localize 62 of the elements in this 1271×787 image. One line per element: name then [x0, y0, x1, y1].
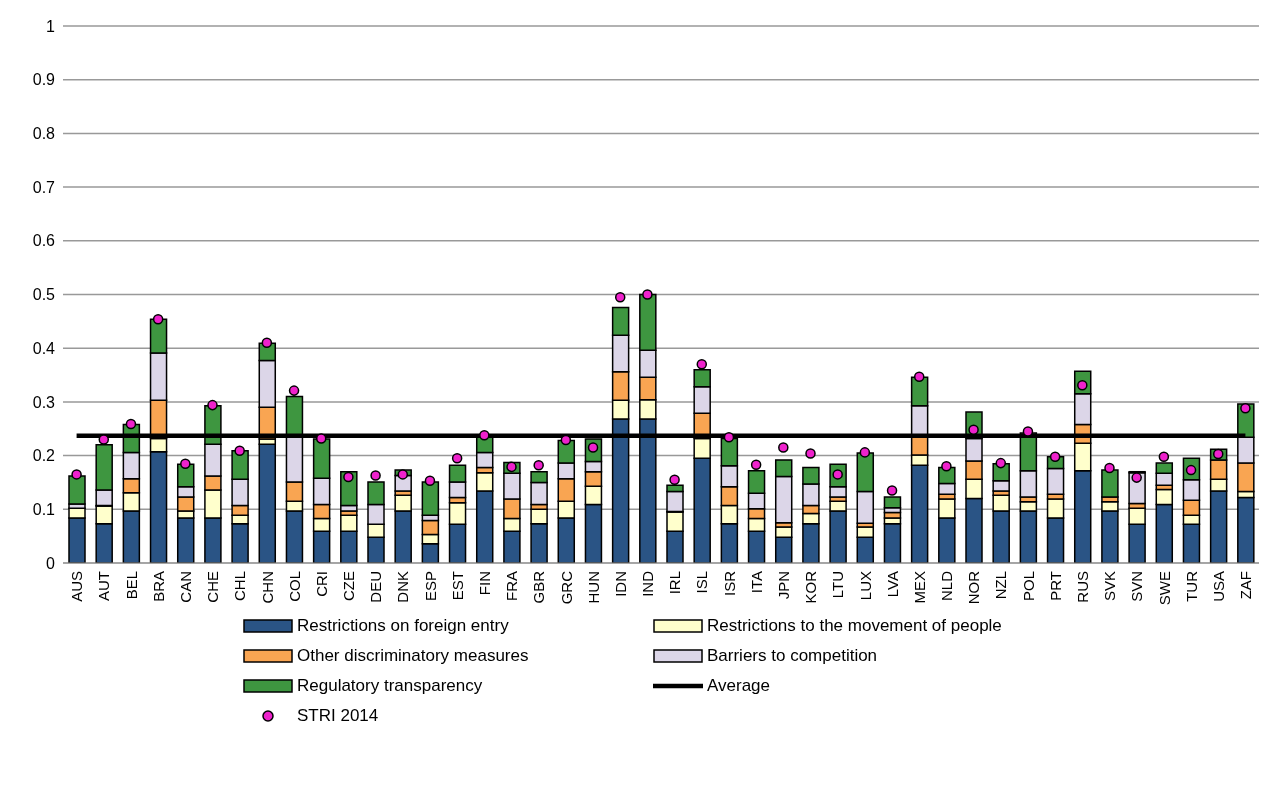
x-tick-label: LUX	[856, 571, 874, 601]
x-tick-label: NZL	[992, 571, 1010, 600]
x-tick-label: COL	[285, 571, 303, 602]
x-tick-label: FIN	[475, 571, 493, 596]
x-tick-label: LTU	[829, 571, 847, 599]
legend-label: Average	[707, 676, 771, 696]
x-tick-label: TUR	[1182, 570, 1200, 602]
legend-label: Barriers to competition	[707, 646, 878, 666]
x-tick-label: FRA	[503, 571, 521, 601]
x-tick-label: CHN	[258, 571, 276, 604]
x-tick-label: ESP	[421, 571, 439, 602]
x-tick-label: MEX	[910, 571, 928, 604]
x-tick-label: BEL	[122, 571, 140, 600]
x-tick-label: EST	[448, 571, 466, 601]
x-tick-label: SVN	[1128, 571, 1146, 602]
x-tick-label: BRA	[149, 571, 167, 602]
x-tick-label: ITA	[747, 571, 765, 594]
legend-label: Regulatory transparency	[297, 676, 483, 696]
x-tick-label: GBR	[530, 570, 548, 604]
legend-label: Restrictions to the movement of people	[707, 616, 1002, 636]
x-tick-label: SWE	[1155, 571, 1173, 606]
y-tick-label: 0.3	[32, 393, 56, 411]
x-tick-label: USA	[1209, 571, 1227, 602]
y-tick-label: 0.2	[32, 447, 56, 465]
y-tick-label: 0.7	[32, 178, 56, 196]
x-tick-label: HUN	[584, 571, 602, 604]
x-tick-label: NLD	[938, 570, 956, 602]
legend-label: Other discriminatory measures	[297, 646, 529, 666]
y-tick-label: 0.8	[32, 125, 56, 143]
x-tick-label: DEU	[367, 571, 385, 603]
x-tick-label: CAN	[176, 571, 194, 603]
x-tick-label: DNK	[394, 571, 412, 603]
y-tick-label: 0.5	[32, 286, 56, 304]
legend-label: Restrictions on foreign entry	[297, 616, 509, 636]
x-tick-label: KOR	[802, 570, 820, 604]
y-tick-label: 1	[46, 17, 56, 35]
x-tick-label: NOR	[965, 570, 983, 605]
x-tick-label: GRC	[557, 570, 575, 605]
y-tick-label: 0.4	[32, 339, 56, 357]
x-tick-label: IRL	[666, 571, 684, 595]
y-tick-label: 0.6	[32, 232, 56, 250]
x-tick-label: POL	[1019, 571, 1037, 602]
y-tick-label: 0	[46, 554, 56, 572]
x-tick-label: SVK	[1101, 571, 1119, 602]
x-tick-label: PRT	[1046, 571, 1064, 601]
x-tick-label: AUS	[68, 571, 86, 602]
y-tick-label: 0.1	[32, 500, 56, 518]
x-tick-label: CRI	[312, 571, 330, 597]
x-tick-label: CHE	[204, 571, 222, 603]
x-tick-label: ISR	[720, 570, 738, 597]
x-tick-label: LVA	[883, 571, 901, 598]
legend-label: STRI 2014	[297, 706, 379, 726]
x-tick-label: AUT	[95, 571, 113, 601]
x-tick-label: IND	[639, 570, 657, 597]
x-tick-label: RUS	[1073, 571, 1091, 603]
x-tick-label: IDN	[611, 571, 629, 597]
y-tick-label: 0.9	[32, 71, 56, 89]
x-tick-label: ISL	[693, 571, 711, 594]
x-tick-label: ZAF	[1237, 571, 1255, 600]
x-tick-label: CHL	[231, 571, 249, 602]
x-tick-label: JPN	[774, 571, 792, 600]
x-tick-label: CZE	[340, 571, 358, 601]
